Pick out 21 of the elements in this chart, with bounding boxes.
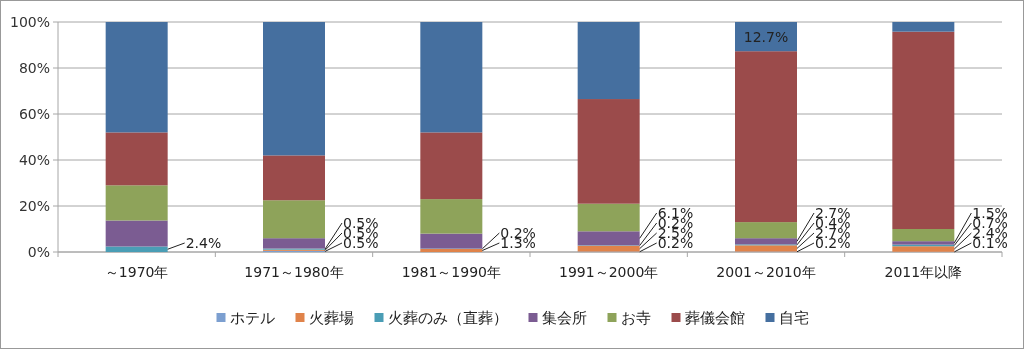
x-tick-label: 1971～1980年 xyxy=(244,264,344,280)
y-tick-label: 0% xyxy=(27,244,50,260)
y-tick-label: 60% xyxy=(18,106,50,122)
legend-label: ホテル xyxy=(229,309,275,327)
x-tick-label: 1981～1990年 xyxy=(401,264,501,280)
legend-label: 葬儀会館 xyxy=(684,309,745,327)
legend-label: お寺 xyxy=(620,309,651,327)
legend-label: 火葬のみ（直葬） xyxy=(387,309,508,327)
data-label: 2.4% xyxy=(185,235,222,251)
x-tick-label: 2001～2010年 xyxy=(716,264,816,280)
legend-label: 自宅 xyxy=(778,309,809,327)
y-tick-label: 40% xyxy=(18,152,50,168)
legend-label: 火葬場 xyxy=(308,309,354,327)
x-tick-label: ～1970年 xyxy=(104,264,169,280)
y-tick-label: 80% xyxy=(18,60,50,76)
data-label: 12.7% xyxy=(743,28,789,45)
y-tick-label: 100% xyxy=(9,14,50,30)
legend-label: 集会所 xyxy=(541,309,587,327)
y-tick-label: 20% xyxy=(18,198,50,214)
x-tick-label: 2011年以降 xyxy=(884,264,963,280)
x-tick-label: 1991～2000年 xyxy=(559,264,659,280)
